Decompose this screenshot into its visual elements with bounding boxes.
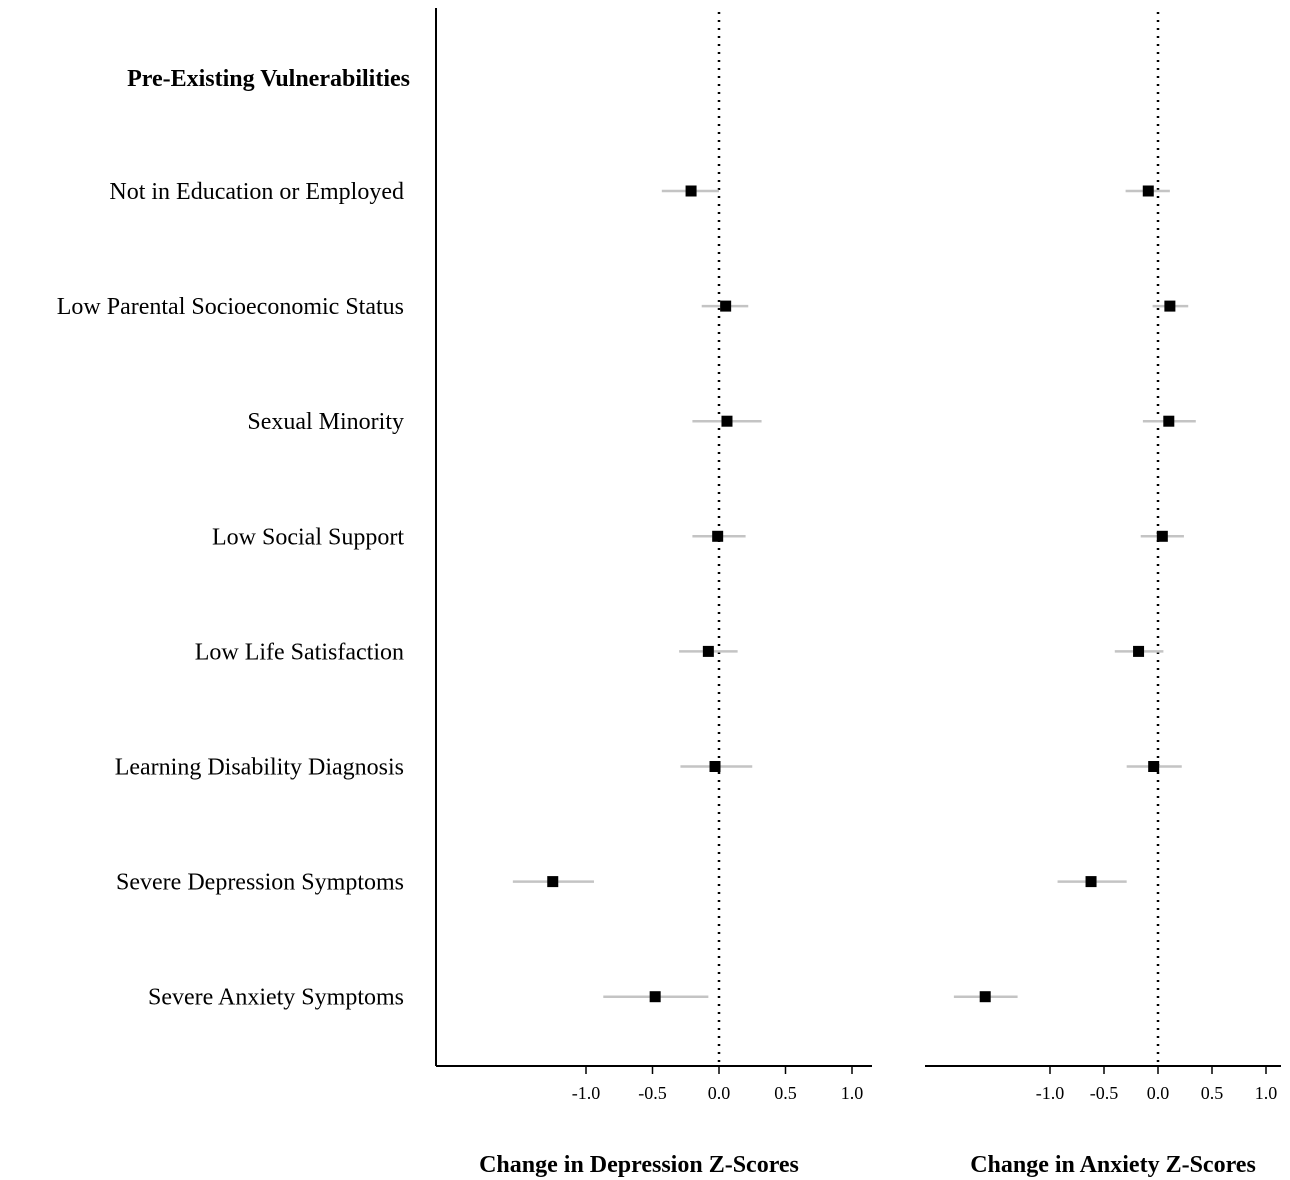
row-label: Low Parental Socioeconomic Status bbox=[57, 294, 404, 320]
depression-tick-label: 0.0 bbox=[708, 1083, 731, 1103]
anxiety-point-estimate bbox=[1148, 761, 1160, 772]
anxiety-panel: -1.0 -0.5 0.0 0.5 1.0 Change in Anxiety Z-Sc… bbox=[925, 12, 1281, 1178]
depression-x-axis-title: Change in Depression Z-Scores bbox=[479, 1152, 799, 1178]
depression-point-estimate bbox=[709, 761, 721, 772]
anxiety-marks bbox=[953, 185, 1196, 1003]
anxiety-point-estimate bbox=[1156, 530, 1168, 542]
row-label: Low Life Satisfaction bbox=[195, 639, 404, 665]
anxiety-tick-label: 0.0 bbox=[1147, 1083, 1170, 1103]
depression-point-estimate bbox=[721, 415, 733, 427]
depression-ticks: -1.0 -0.5 0.0 0.5 1.0 bbox=[572, 1066, 864, 1103]
depression-tick-label: 1.0 bbox=[841, 1083, 864, 1103]
row-label: Severe Depression Symptoms bbox=[116, 870, 404, 896]
depression-point-estimate bbox=[649, 991, 661, 1003]
depression-tick-label: 0.5 bbox=[774, 1083, 797, 1103]
anxiety-point-estimate bbox=[979, 991, 991, 1003]
anxiety-tick-label: -1.0 bbox=[1036, 1083, 1065, 1103]
anxiety-ticks: -1.0 -0.5 0.0 0.5 1.0 bbox=[1036, 1066, 1278, 1103]
anxiety-tick-label: 1.0 bbox=[1255, 1083, 1278, 1103]
row-label: Low Social Support bbox=[212, 524, 404, 550]
depression-point-estimate bbox=[547, 876, 559, 888]
row-label: Severe Anxiety Symptoms bbox=[148, 985, 404, 1011]
anxiety-x-axis-title: Change in Anxiety Z-Scores bbox=[970, 1152, 1256, 1178]
anxiety-point-estimate bbox=[1085, 876, 1097, 888]
row-label: Learning Disability Diagnosis bbox=[115, 755, 404, 781]
row-labels: Not in Education or Employed Low Parental… bbox=[57, 179, 405, 1011]
anxiety-tick-label: 0.5 bbox=[1201, 1083, 1224, 1103]
anxiety-point-estimate bbox=[1163, 415, 1175, 427]
anxiety-point-estimate bbox=[1142, 185, 1154, 197]
depression-point-estimate bbox=[712, 530, 724, 542]
depression-panel: -1.0 -0.5 0.0 0.5 1.0 Change in Depression Z… bbox=[436, 12, 872, 1178]
row-label: Not in Education or Employed bbox=[109, 179, 404, 205]
depression-tick-label: -0.5 bbox=[638, 1083, 667, 1103]
anxiety-tick-label: -0.5 bbox=[1090, 1083, 1119, 1103]
section-header: Pre-Existing Vulnerabilities bbox=[127, 66, 410, 92]
depression-point-estimate bbox=[720, 300, 732, 312]
depression-point-estimate bbox=[685, 185, 697, 197]
depression-tick-label: -1.0 bbox=[572, 1083, 601, 1103]
anxiety-point-estimate bbox=[1164, 300, 1176, 312]
anxiety-point-estimate bbox=[1133, 645, 1145, 657]
depression-point-estimate bbox=[702, 645, 714, 657]
row-label: Sexual Minority bbox=[247, 409, 404, 435]
depression-marks bbox=[512, 185, 762, 1003]
